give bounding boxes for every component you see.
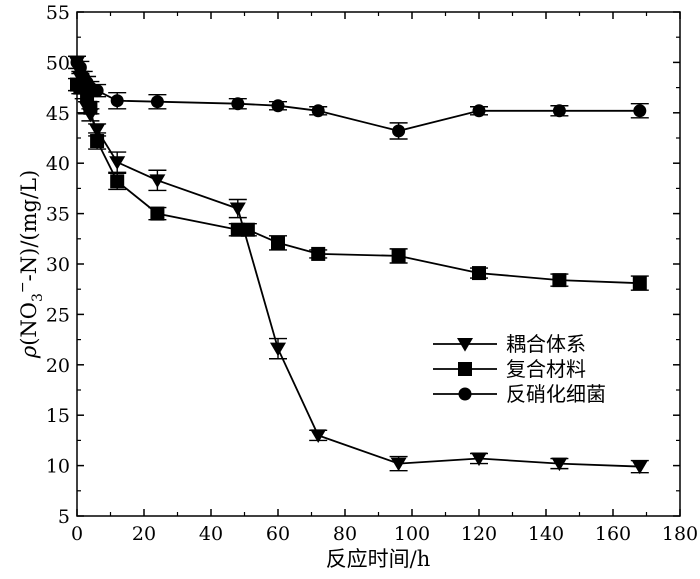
- data-point: [311, 246, 326, 261]
- data-point: [149, 174, 166, 188]
- legend-item: 耦合体系: [433, 332, 586, 356]
- data-point: [229, 202, 246, 217]
- legend-marker: [458, 362, 472, 376]
- y-tick-label: 25: [46, 304, 70, 326]
- legend-label: 复合材料: [506, 357, 586, 381]
- data-point: [472, 104, 486, 118]
- axis-ticks: 0 20 40 60 80 100 120 140 160 180 5 10 15 20 25 30 35 40 4…: [46, 2, 698, 545]
- plot-frame: [76, 11, 681, 517]
- y-tick-label: 10: [46, 456, 70, 478]
- series-layer: [68, 55, 649, 475]
- y-tick-label: 55: [46, 2, 70, 24]
- legend-item: 复合材料: [433, 357, 586, 381]
- y-tick-label: 45: [46, 103, 70, 125]
- data-point: [90, 134, 105, 149]
- x-tick-label: 160: [595, 523, 631, 545]
- data-point: [109, 156, 126, 170]
- data-point: [83, 100, 98, 115]
- data-point: [150, 95, 164, 109]
- data-point: [90, 84, 104, 98]
- series-3: [68, 55, 649, 140]
- legend-marker: [457, 338, 473, 352]
- data-point: [110, 94, 124, 108]
- data-point: [110, 174, 125, 189]
- legend-marker: [458, 387, 472, 401]
- data-point: [311, 104, 325, 118]
- x-axis-title: 反应时间/h: [326, 547, 431, 571]
- y-tick-label: 30: [46, 254, 70, 276]
- y-tick-label: 20: [46, 355, 70, 377]
- data-point: [391, 248, 406, 263]
- y-tick-label: 15: [46, 405, 70, 427]
- y-axis-title-rest: -N)/(mg/L): [17, 170, 41, 282]
- y-tick-label: 50: [46, 52, 70, 74]
- data-point: [471, 452, 487, 467]
- y-axis-title-subscript: 3: [30, 293, 46, 302]
- y-tick-label: 35: [46, 204, 70, 226]
- data-point: [271, 99, 285, 113]
- x-tick-label: 120: [461, 523, 497, 545]
- data-point: [552, 104, 566, 118]
- legend-label: 耦合体系: [506, 332, 586, 356]
- series-1: [68, 55, 649, 475]
- x-tick-label: 60: [266, 523, 290, 545]
- legend-label: 反硝化细菌: [506, 382, 606, 406]
- x-tick-label: 40: [199, 523, 223, 545]
- y-tick-label: 5: [58, 506, 70, 528]
- data-point: [271, 235, 285, 250]
- x-tick-label: 20: [132, 523, 156, 545]
- data-point: [552, 273, 567, 288]
- x-tick-label: 100: [394, 523, 430, 545]
- data-point: [150, 206, 165, 221]
- y-axis-title-superscript: −: [15, 281, 31, 293]
- data-point: [270, 342, 286, 357]
- data-point: [472, 266, 486, 281]
- data-point: [631, 460, 648, 475]
- x-tick-label: 140: [528, 523, 564, 545]
- data-point: [633, 104, 647, 118]
- x-tick-label: 80: [333, 523, 357, 545]
- data-point: [231, 97, 245, 111]
- legend-item: 反硝化细菌: [433, 382, 606, 406]
- data-point: [89, 123, 106, 138]
- y-axis-title: ρ(NO3−-N)/(mg/L): [15, 170, 46, 359]
- x-tick-label: 0: [71, 523, 83, 545]
- y-axis-title-open: (NO: [17, 302, 41, 346]
- x-tick-label: 180: [662, 523, 698, 545]
- y-tick-label: 40: [46, 153, 70, 175]
- data-point: [240, 222, 255, 237]
- data-point: [632, 276, 647, 291]
- data-point: [551, 457, 568, 472]
- data-point: [310, 429, 327, 443]
- y-axis-title-rho: ρ: [17, 345, 41, 359]
- data-point: [390, 457, 407, 472]
- data-point: [392, 124, 406, 138]
